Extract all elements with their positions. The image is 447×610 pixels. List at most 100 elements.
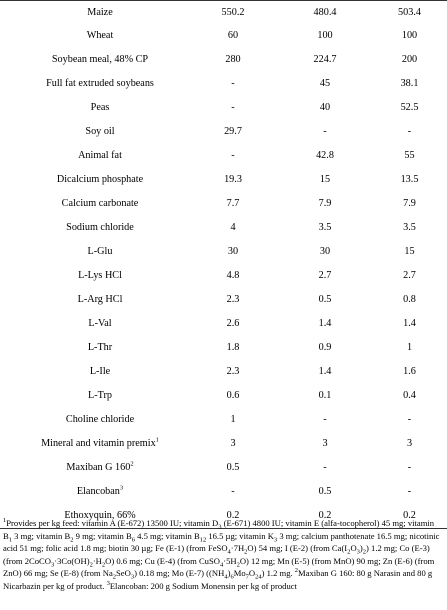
value-diet-3: 1.6 xyxy=(403,366,416,377)
value-diet-2: - xyxy=(323,126,327,137)
value-diet-2: 480.4 xyxy=(276,0,362,24)
ingredient-name: Maxiban G 1602 xyxy=(66,460,134,473)
ingredient-name: Elancoban3 xyxy=(76,484,124,497)
ingredient-name: Wheat xyxy=(86,30,114,41)
value-diet-1: 60 xyxy=(227,30,239,41)
value-diet-3: 1.4 xyxy=(403,318,416,329)
value-diet-1: 19.3 xyxy=(224,174,242,185)
value-diet-3: - xyxy=(407,126,412,137)
table-row: Peas - 40 52.5 xyxy=(0,96,447,120)
footnote-3-marker: 3 xyxy=(106,580,110,588)
ingredient-name: L-Thr xyxy=(87,342,113,353)
value-diet-2: 40 xyxy=(319,102,331,113)
ingredient-name: L-Glu xyxy=(87,246,113,257)
value-diet-3: - xyxy=(407,486,412,497)
table-row: Choline chloride 1 - - xyxy=(0,408,447,432)
ingredient-name: L-Val xyxy=(88,318,112,329)
value-diet-3: 3.5 xyxy=(403,222,416,233)
value-diet-3: 0.8 xyxy=(403,294,416,305)
value-diet-3: 7.9 xyxy=(403,198,416,209)
value-diet-2: - xyxy=(323,462,327,473)
table-row: Soybean meal, 48% CP 280 224.7 200 xyxy=(0,48,447,72)
value-diet-2: 30 xyxy=(319,246,331,257)
value-diet-2: 2.7 xyxy=(318,270,332,281)
value-diet-3: 503.4 xyxy=(362,0,447,24)
value-diet-2: 7.9 xyxy=(318,198,332,209)
table-row: Mineral and vitamin premix1 3 3 3 xyxy=(0,432,447,456)
value-diet-2: 0.2 xyxy=(276,503,362,529)
table-row: Full fat extruded soybeans - 45 38.1 xyxy=(0,72,447,96)
value-diet-3: - xyxy=(407,414,412,425)
value-diet-2: 100 xyxy=(317,30,333,41)
value-diet-3: 15 xyxy=(404,246,415,257)
ingredient-name: Full fat extruded soybeans xyxy=(46,78,154,89)
value-diet-1: 0.5 xyxy=(226,462,240,473)
footnote-marker: 1 xyxy=(155,436,159,444)
value-diet-1: 7.7 xyxy=(226,198,240,209)
value-diet-2: 3.5 xyxy=(318,222,332,233)
ingredient-name: Ethoxyquin, 66% xyxy=(0,503,182,529)
value-diet-1: 1.8 xyxy=(226,342,240,353)
table-row: L-Trp 0.6 0.1 0.4 xyxy=(0,384,447,408)
value-diet-2: 1.4 xyxy=(318,318,332,329)
value-diet-1: - xyxy=(231,486,235,497)
value-diet-1: 550.2 xyxy=(182,0,276,24)
ingredient-name: Sodium chloride xyxy=(66,222,134,233)
ingredient-name: L-Arg HCl xyxy=(77,294,123,305)
value-diet-2: 42.8 xyxy=(316,150,334,161)
value-diet-1: 4.8 xyxy=(226,270,240,281)
value-diet-1: 3 xyxy=(230,438,236,449)
value-diet-1: 1 xyxy=(230,414,236,425)
value-diet-3: 200 xyxy=(401,54,418,65)
value-diet-1: - xyxy=(231,102,235,113)
table-row: L-Val 2.6 1.4 1.4 xyxy=(0,312,447,336)
value-diet-1: 2.3 xyxy=(226,366,240,377)
ingredient-name: Dicalcium phosphate xyxy=(56,174,144,185)
ingredient-name: L-Lys HCl xyxy=(78,270,122,281)
diet-composition-table-container: Maize 550.2 480.4 503.4 Wheat 60 100 100… xyxy=(0,0,447,529)
value-diet-2: 3 xyxy=(322,438,328,449)
diet-composition-table: Maize 550.2 480.4 503.4 Wheat 60 100 100… xyxy=(0,0,447,529)
table-row: L-Arg HCl 2.3 0.5 0.8 xyxy=(0,288,447,312)
value-diet-1: 2.6 xyxy=(226,318,240,329)
ingredient-name: Animal fat xyxy=(78,150,122,161)
value-diet-1: 280 xyxy=(225,54,241,65)
value-diet-1: 2.3 xyxy=(226,294,240,305)
footnote-2-marker: 2 xyxy=(294,567,299,575)
value-diet-1: 30 xyxy=(227,246,239,257)
table-footnotes: 1Provides per kg feed: vitamin A (E-672)… xyxy=(3,517,440,591)
value-diet-2: 1.4 xyxy=(318,366,332,377)
value-diet-3: 2.7 xyxy=(403,270,416,281)
table-body: Maize 550.2 480.4 503.4 Wheat 60 100 100… xyxy=(0,0,447,529)
value-diet-1: 29.7 xyxy=(224,126,242,137)
footnote-marker: 3 xyxy=(119,484,124,492)
value-diet-1: 4 xyxy=(230,222,236,233)
table-row: Dicalcium phosphate 19.3 15 13.5 xyxy=(0,168,447,192)
value-diet-3: - xyxy=(407,462,412,473)
value-diet-3: 52.5 xyxy=(400,102,419,113)
table-row: Maize 550.2 480.4 503.4 xyxy=(0,0,447,24)
value-diet-2: 45 xyxy=(319,78,331,89)
footnote-1-marker: 1 xyxy=(3,517,7,525)
ingredient-name: Peas xyxy=(90,102,110,113)
value-diet-3: 38.1 xyxy=(400,78,419,89)
table-row: Elancoban3 - 0.5 - xyxy=(0,480,447,504)
value-diet-1: 0.6 xyxy=(226,390,240,401)
table-row: Maxiban G 1602 0.5 - - xyxy=(0,456,447,480)
value-diet-3: 13.5 xyxy=(400,174,419,185)
ingredient-name: Soy oil xyxy=(85,126,115,137)
ingredient-name: Maize xyxy=(0,0,182,24)
value-diet-2: 0.1 xyxy=(318,390,332,401)
value-diet-2: 0.9 xyxy=(318,342,332,353)
footnote-marker: 2 xyxy=(130,460,134,468)
table-row: Sodium chloride 4 3.5 3.5 xyxy=(0,216,447,240)
table-row: Soy oil 29.7 - - xyxy=(0,120,447,144)
value-diet-2: - xyxy=(323,414,327,425)
value-diet-1: 0.2 xyxy=(182,503,276,529)
table-row: L-Ile 2.3 1.4 1.6 xyxy=(0,360,447,384)
ingredient-name: Soybean meal, 48% CP xyxy=(51,54,149,65)
value-diet-2: 15 xyxy=(319,174,331,185)
table-row: L-Glu 30 30 15 xyxy=(0,240,447,264)
table-row: L-Thr 1.8 0.9 1 xyxy=(0,336,447,360)
table-row: Ethoxyquin, 66% 0.2 0.2 0.2 xyxy=(0,503,447,529)
